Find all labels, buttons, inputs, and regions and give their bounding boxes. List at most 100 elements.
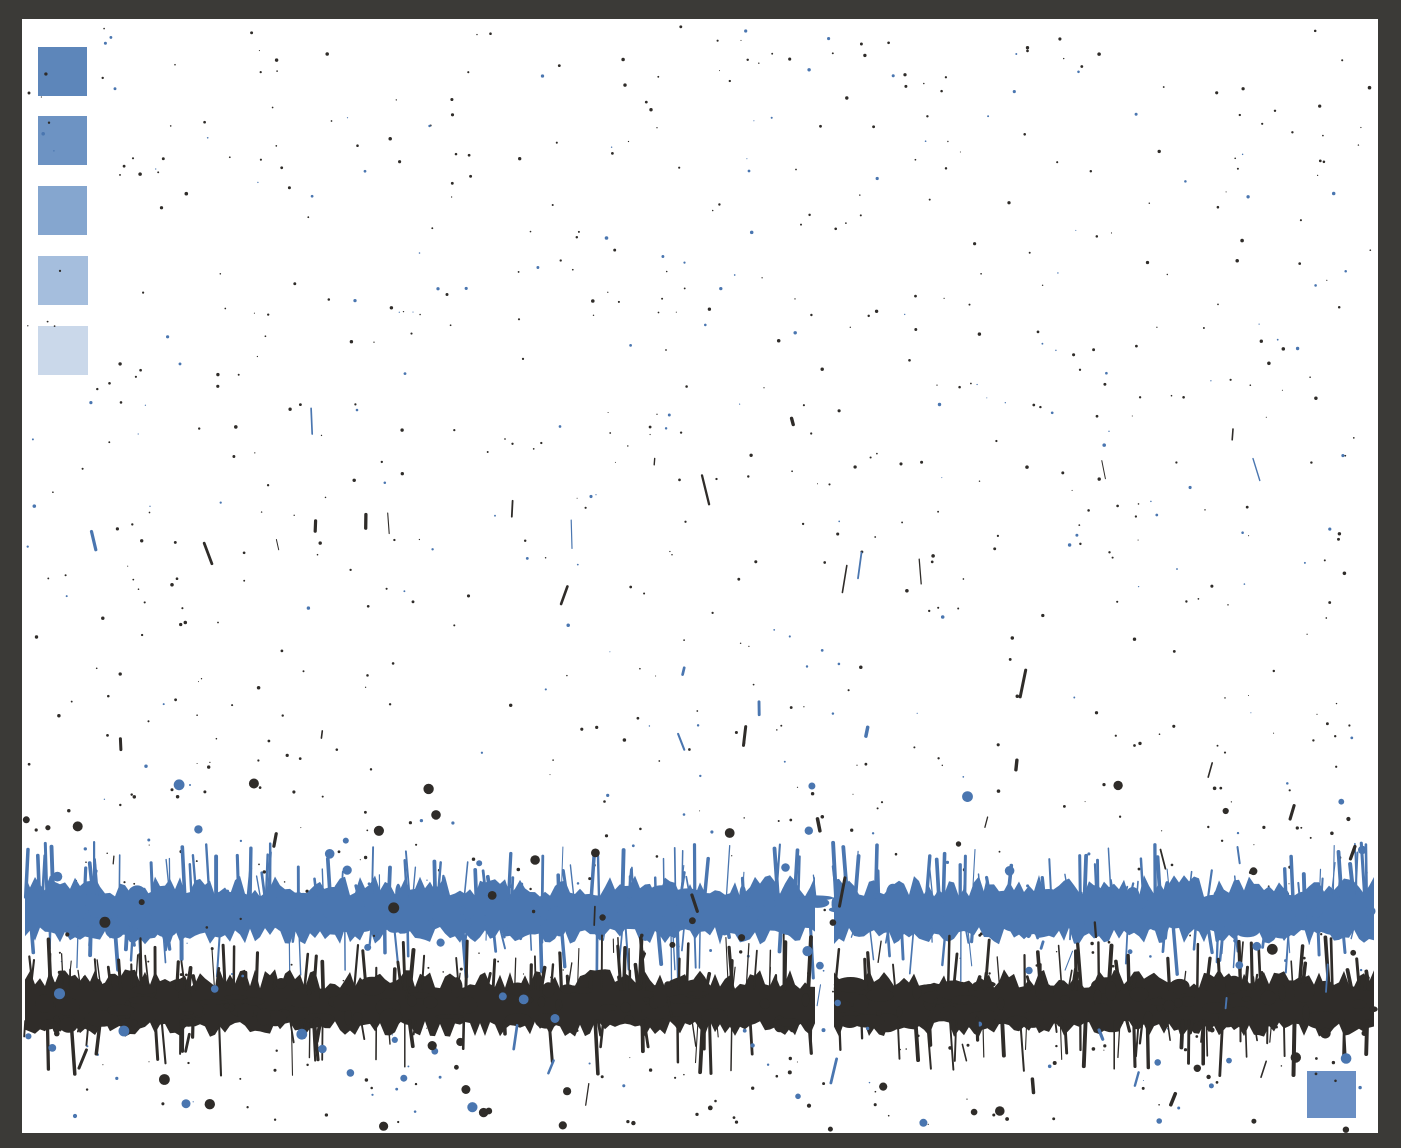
speck — [1042, 285, 1043, 286]
speck — [1350, 737, 1353, 740]
streak — [1085, 856, 1087, 897]
speck — [540, 442, 542, 444]
blob — [774, 1018, 802, 1026]
speck — [1087, 509, 1090, 512]
streak — [1331, 939, 1332, 989]
speck — [874, 536, 876, 538]
speck — [149, 845, 150, 846]
streak — [1194, 927, 1196, 949]
drop — [919, 1119, 927, 1127]
speck — [869, 1082, 870, 1083]
speck — [627, 445, 628, 446]
drop — [361, 904, 365, 908]
speck — [1310, 461, 1312, 463]
speck — [524, 540, 526, 542]
speck — [1326, 722, 1329, 725]
speck — [353, 299, 356, 302]
blob — [371, 914, 403, 919]
speck — [201, 678, 202, 679]
speck — [735, 1120, 738, 1123]
speck — [668, 414, 671, 417]
speck — [790, 706, 793, 709]
streak — [624, 948, 625, 989]
speck — [1330, 832, 1334, 836]
speck — [343, 980, 345, 982]
speck — [931, 554, 935, 558]
speck — [371, 1094, 373, 1096]
speck — [1195, 1035, 1198, 1038]
speck — [481, 752, 483, 754]
blob — [938, 924, 963, 933]
speck — [859, 665, 863, 669]
speck — [903, 73, 906, 76]
blob — [600, 1004, 617, 1011]
speck — [793, 331, 796, 334]
drop — [669, 942, 675, 948]
speck — [1260, 340, 1263, 343]
speck — [478, 952, 480, 954]
drop — [456, 1038, 464, 1046]
speck — [758, 62, 759, 63]
speck — [469, 175, 472, 178]
speck — [1077, 71, 1080, 74]
blob — [1099, 908, 1126, 920]
flick — [792, 418, 794, 424]
speck — [1332, 1061, 1335, 1064]
speck — [748, 170, 751, 173]
speck — [1336, 703, 1337, 704]
speck — [403, 590, 405, 592]
speck — [147, 720, 149, 722]
speck — [254, 313, 255, 314]
drop — [1252, 942, 1261, 951]
speck — [914, 328, 917, 331]
speck — [615, 462, 616, 463]
speck — [789, 1057, 792, 1060]
speck — [1337, 538, 1340, 541]
streak — [1246, 967, 1248, 989]
speck — [545, 557, 547, 559]
drop — [1291, 1052, 1301, 1062]
streak — [52, 847, 54, 897]
speck — [349, 569, 351, 571]
drop — [643, 936, 648, 941]
speck — [1248, 535, 1249, 536]
drop — [53, 872, 63, 882]
drop — [25, 1033, 31, 1039]
flick — [342, 872, 343, 887]
streak — [85, 868, 86, 897]
drop — [689, 917, 696, 924]
speck — [1298, 262, 1301, 265]
drop — [86, 1088, 88, 1090]
speck — [860, 43, 863, 46]
speck — [497, 961, 499, 963]
speck — [609, 651, 610, 652]
speck — [1009, 658, 1012, 661]
speck — [881, 801, 883, 803]
blob — [308, 916, 329, 929]
drop — [743, 1029, 747, 1033]
speck — [622, 1084, 625, 1087]
drop — [479, 1108, 488, 1117]
speck — [740, 643, 741, 644]
blob — [1317, 903, 1341, 913]
drop — [65, 932, 69, 936]
speck — [529, 888, 531, 890]
blob — [59, 1017, 77, 1033]
drop — [347, 1069, 355, 1077]
drop — [373, 935, 375, 937]
speck — [876, 453, 878, 455]
speck — [106, 853, 108, 855]
speck — [41, 132, 45, 136]
speck — [794, 298, 795, 299]
streak — [798, 857, 799, 898]
drop — [240, 918, 242, 920]
speck — [303, 670, 305, 672]
speck — [733, 1116, 736, 1119]
blob — [802, 993, 810, 1007]
speck — [246, 1106, 248, 1108]
blob — [386, 922, 402, 933]
drop — [364, 944, 371, 951]
speck — [1138, 503, 1140, 505]
drop — [631, 1121, 635, 1125]
blob — [555, 999, 562, 1010]
